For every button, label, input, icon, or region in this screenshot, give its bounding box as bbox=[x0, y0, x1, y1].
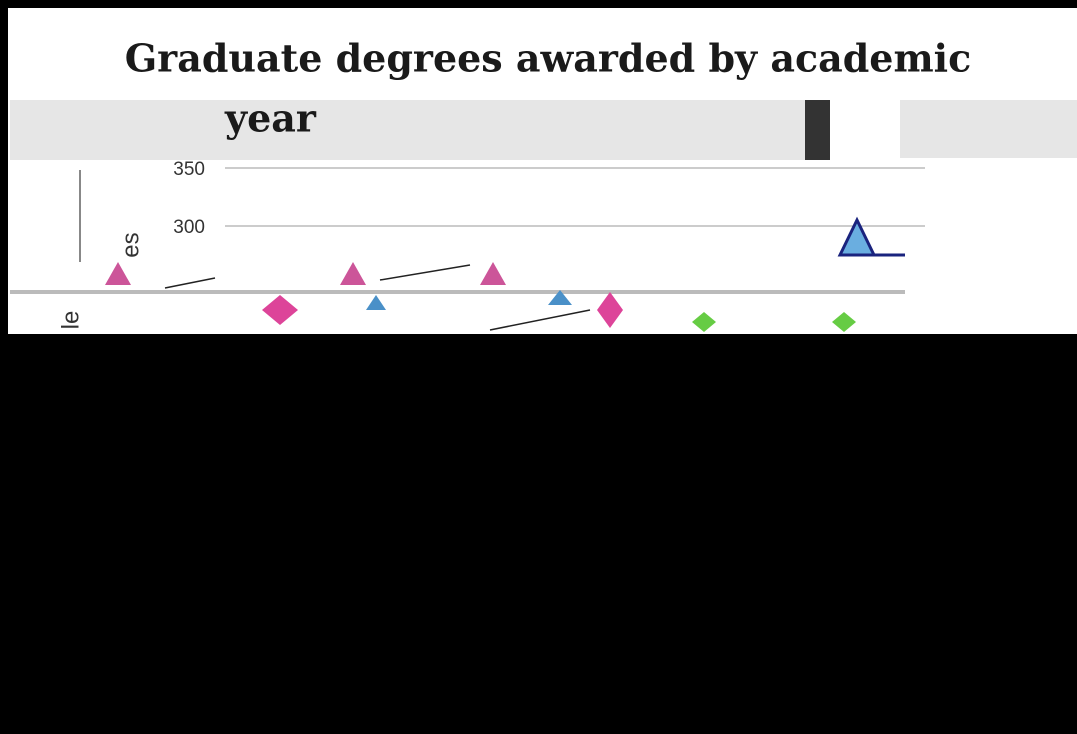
axis-label-fragment: le bbox=[57, 311, 84, 330]
glitch-band bbox=[900, 100, 1077, 158]
series-line bbox=[379, 264, 471, 281]
glitch-band bbox=[10, 262, 1077, 334]
marker bbox=[832, 312, 856, 332]
chart-title: Graduate degrees awarded by academic bbox=[125, 36, 972, 81]
glitch-band bbox=[805, 100, 830, 160]
series-line bbox=[489, 309, 591, 331]
marker bbox=[366, 295, 386, 310]
marker bbox=[548, 290, 572, 305]
series-line bbox=[164, 277, 216, 289]
marker bbox=[597, 292, 623, 328]
marker bbox=[105, 262, 131, 285]
marker bbox=[837, 216, 877, 257]
y-tick-label: 300 bbox=[173, 217, 205, 238]
marker bbox=[692, 312, 716, 332]
marker bbox=[480, 262, 506, 285]
marker bbox=[340, 262, 366, 285]
y-tick-label: 350 bbox=[173, 159, 205, 180]
axis-label-fragment: es bbox=[117, 232, 144, 257]
marker bbox=[262, 295, 298, 325]
chart-title: year bbox=[224, 96, 317, 141]
glitch-band bbox=[10, 100, 805, 160]
